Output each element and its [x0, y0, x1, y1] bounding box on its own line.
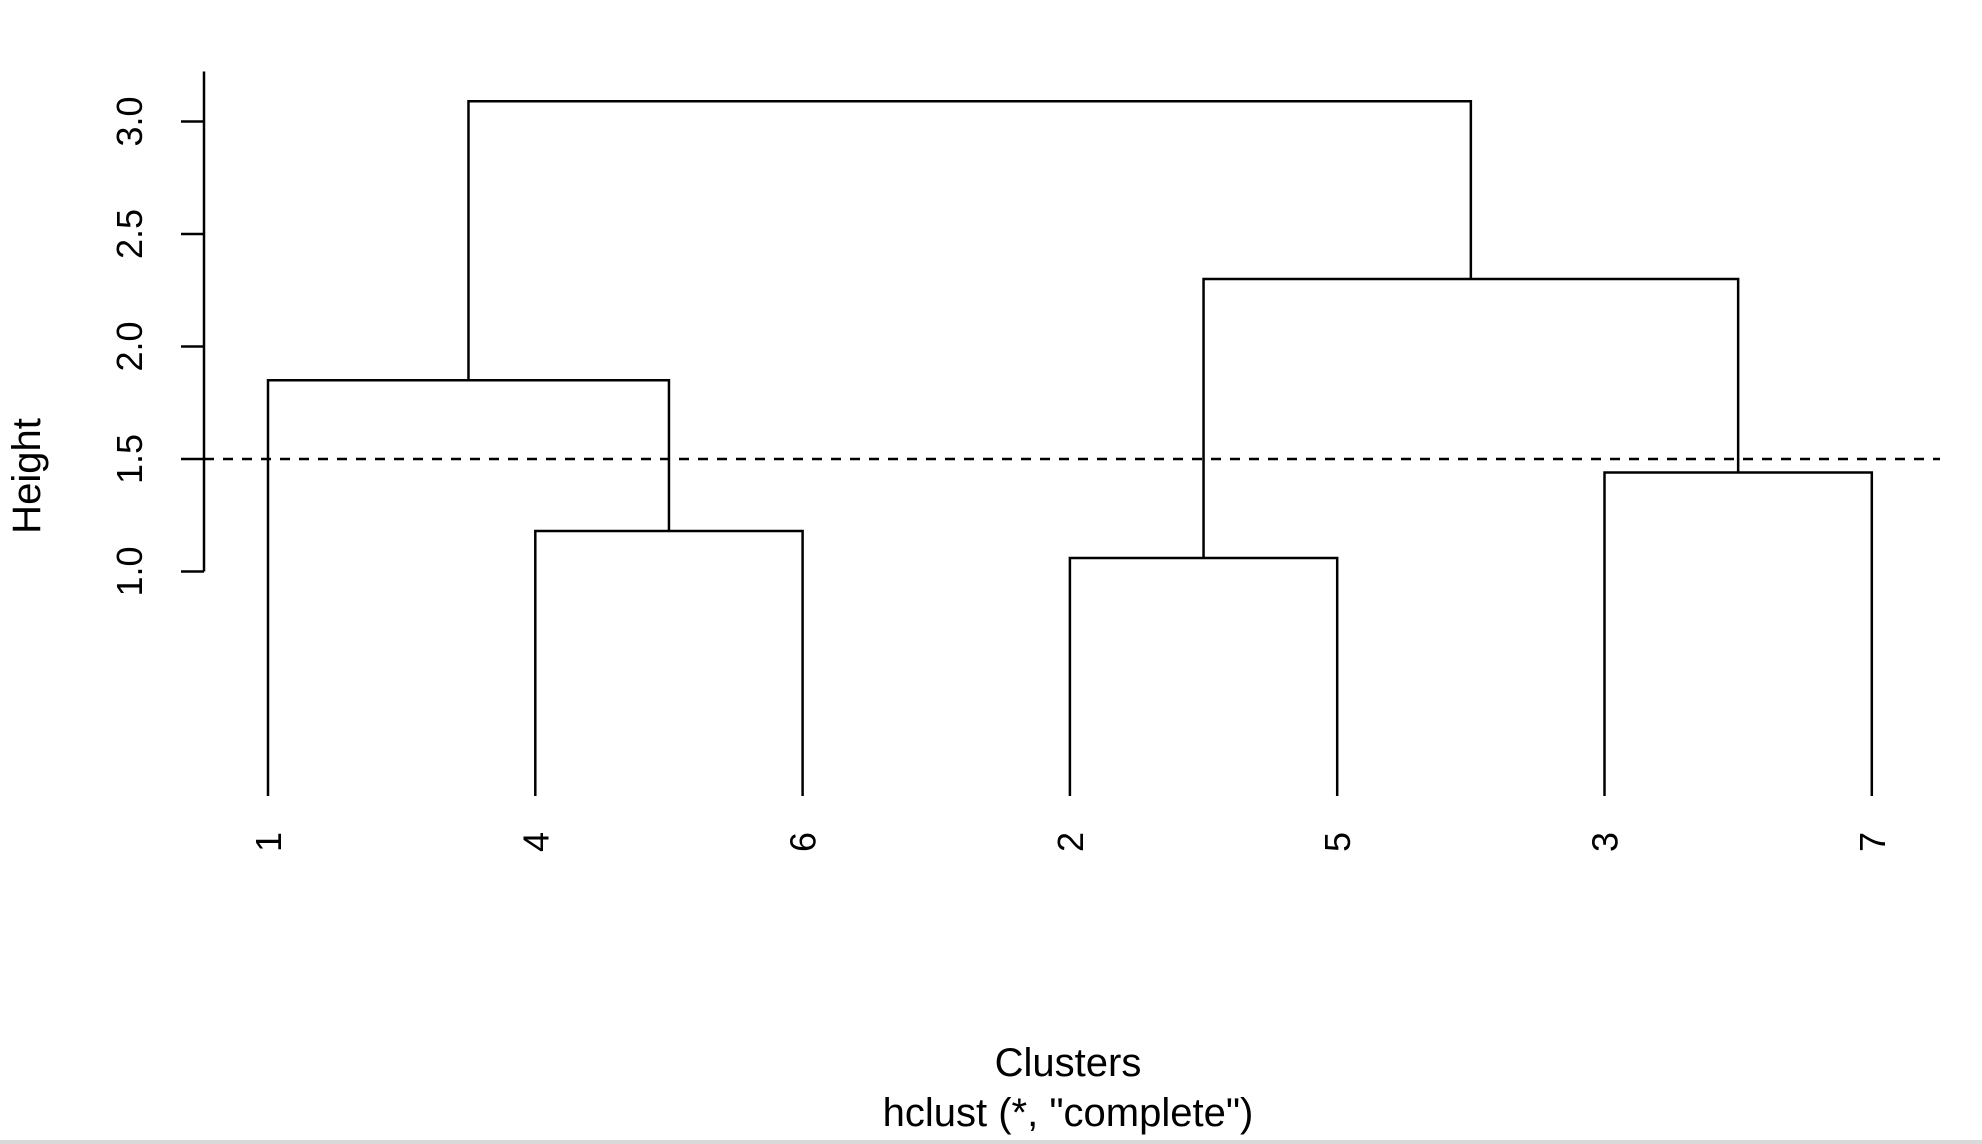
dendrogram-merge-2: [1068, 556, 1339, 796]
dendrogram-merge-6: [467, 100, 1473, 381]
leaf-label-2: 2: [1050, 832, 1091, 852]
dendrogram-merge-4: [266, 379, 671, 796]
dendrogram-merge-3: [1603, 471, 1874, 796]
y-tick-label-2.5: 2.5: [109, 209, 150, 259]
x-axis-title: Clusters: [995, 1041, 1142, 1085]
y-tick-label-1.0: 1.0: [109, 546, 150, 596]
leaf-label-4: 4: [515, 832, 556, 852]
y-axis: 1.0 1.5 2.0 2.5 3.0: [109, 71, 206, 597]
y-tick-label-1.5: 1.5: [109, 434, 150, 484]
leaf-label-6: 6: [783, 832, 824, 852]
leaf-label-7: 7: [1852, 832, 1893, 852]
leaf-labels: 1 4 6 2 5 3 7: [248, 832, 1893, 852]
chart-subtitle: hclust (*, "complete"): [883, 1091, 1254, 1135]
dendrogram-merge-5: [1202, 277, 1740, 558]
leaf-label-5: 5: [1317, 832, 1358, 852]
y-tick-label-3.0: 3.0: [109, 96, 150, 146]
leaf-label-3: 3: [1585, 832, 1626, 852]
window-bottom-edge: [0, 1140, 1982, 1144]
y-axis-title: Height: [5, 418, 49, 534]
leaf-label-1: 1: [248, 832, 289, 852]
dendrogram-merge-1: [534, 529, 804, 796]
dendrogram-branches: [266, 100, 1874, 796]
y-tick-label-2.0: 2.0: [109, 321, 150, 371]
